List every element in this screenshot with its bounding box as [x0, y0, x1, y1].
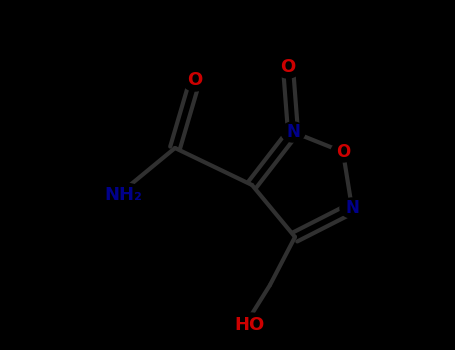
Text: N: N — [345, 199, 359, 217]
Text: O: O — [187, 71, 202, 89]
Ellipse shape — [331, 142, 355, 162]
Text: N: N — [286, 123, 300, 141]
Text: HO: HO — [235, 316, 265, 334]
Text: NH₂: NH₂ — [104, 186, 142, 204]
Text: O: O — [336, 143, 350, 161]
Ellipse shape — [230, 313, 270, 337]
Ellipse shape — [275, 56, 301, 78]
Ellipse shape — [281, 122, 305, 142]
Ellipse shape — [101, 183, 145, 207]
Ellipse shape — [340, 198, 364, 218]
Text: O: O — [280, 58, 296, 76]
Ellipse shape — [182, 69, 208, 91]
